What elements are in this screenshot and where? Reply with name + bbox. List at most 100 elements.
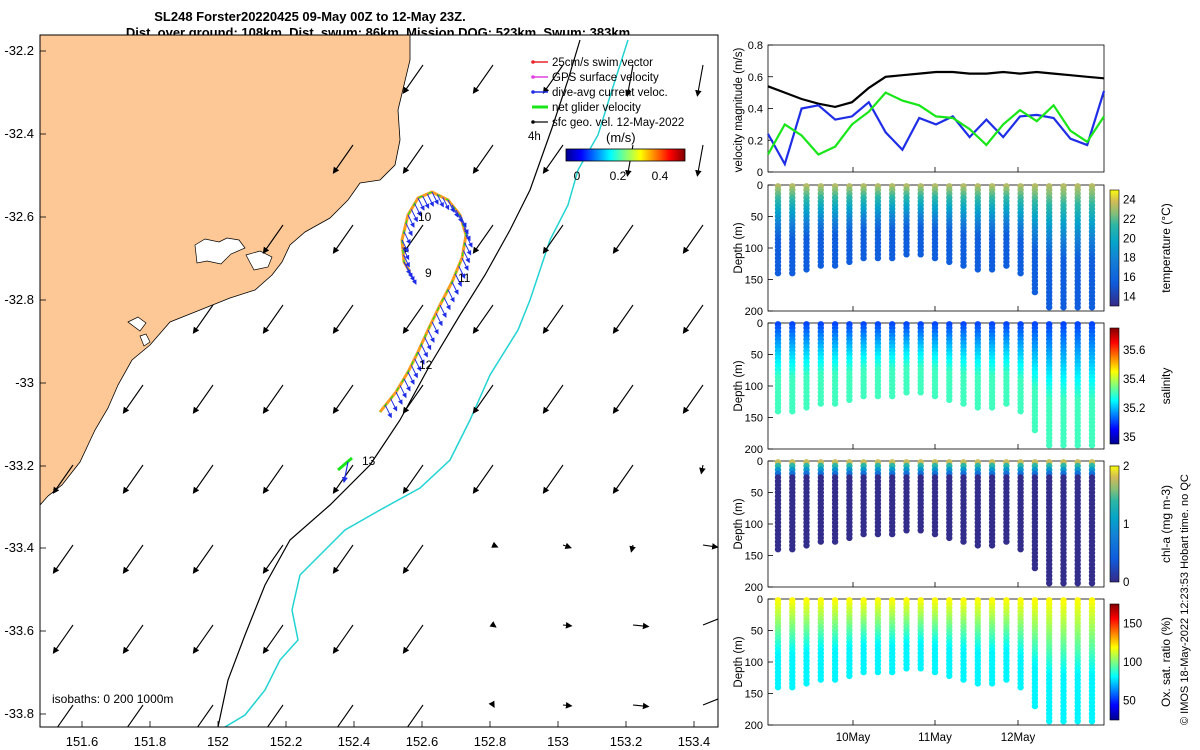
map-x-tick-label: 152.2 [270, 734, 303, 749]
dive-avg-vector [403, 231, 411, 245]
profile-point [974, 680, 981, 687]
dive-avg-vector [420, 344, 428, 358]
geo-velocity-arrow [612, 304, 634, 334]
profile-point [960, 676, 967, 683]
velocity-y-tick-label: 0.2 [748, 135, 763, 147]
geo-velocity-arrow [402, 64, 424, 94]
profile-point [960, 538, 967, 545]
geo-velocity-arrow [192, 304, 214, 334]
geo-velocity-arrow [402, 464, 424, 494]
legend-sfc-geo: sfc geo. vel. 12-May-2022 [552, 117, 684, 129]
geo-velocity-arrow [491, 541, 499, 548]
profile-point [1060, 580, 1067, 587]
geo-velocity-arrow [402, 704, 424, 727]
velocity-series-3 [767, 91, 1105, 156]
dive-avg-vector [407, 371, 415, 385]
profile-point [1003, 400, 1010, 407]
geo-velocity-arrow [52, 624, 74, 654]
dive-avg-vector [426, 193, 434, 207]
profile-point [1017, 270, 1024, 277]
profile-point [1088, 442, 1096, 449]
geo-velocity-arrow [542, 464, 564, 494]
colorbar-tick-label: 2 [1123, 461, 1129, 473]
profile-point [1088, 304, 1096, 311]
profile-panel-1: 0 50 100 150 200 Depth (m) 24 22 20 18 16 14 tempera… [733, 180, 1173, 318]
profile-y-tick-label: 0 [757, 180, 763, 192]
legend-dive-avg: dive-avg current veloc. [552, 87, 668, 99]
colorbar-tick-2: 0.4 [652, 169, 669, 183]
profile-point [1088, 718, 1096, 725]
profile-y-tick-label: 150 [745, 413, 763, 425]
velocity-y-tick-label: 0.4 [748, 104, 763, 116]
profile-point [1074, 304, 1081, 311]
geo-velocity-arrow [332, 544, 354, 574]
geo-velocity-arrow [472, 304, 494, 334]
geo-velocity-arrow [262, 704, 284, 727]
geo-velocity-arrow [402, 544, 424, 574]
profile-point [903, 527, 910, 534]
lake-3 [127, 316, 147, 332]
profile-point [831, 262, 839, 269]
profile-point [874, 392, 882, 400]
dive-avg-vector [410, 365, 418, 379]
profile-point [960, 262, 967, 269]
legend-swim-vector: 25cm/s swim vector [552, 57, 653, 69]
profile-point [931, 668, 939, 676]
geo-velocity-arrow [542, 64, 564, 94]
land-area [40, 35, 411, 506]
dive-avg-vector [442, 197, 450, 211]
geo-velocity-arrow [542, 384, 564, 414]
dive-avg-vector [454, 273, 462, 287]
profile-panel-2: 0 50 100 150 200 Depth (m) 35.6 35.4 35.2 35 salin… [733, 318, 1173, 456]
profile-point [1017, 684, 1024, 691]
profile-point [889, 668, 896, 676]
velocity-y-tick-label: 0 [757, 167, 763, 179]
dive-avg-vector [384, 405, 392, 419]
profile-point [789, 546, 796, 553]
profile-point [874, 530, 882, 538]
dive-avg-vector [341, 461, 349, 484]
profile-point [946, 258, 953, 266]
geo-velocity-arrow [262, 304, 284, 334]
geo-velocity-arrow [122, 544, 144, 574]
geo-velocity-arrow [695, 64, 704, 97]
geo-velocity-arrow [122, 704, 144, 727]
day-label-11: 11 [458, 271, 471, 285]
geo-velocity-arrow [562, 702, 573, 709]
map-x-tick-label: 152.4 [338, 734, 371, 749]
profile-point [831, 538, 839, 545]
day-label-12: 12 [419, 358, 433, 372]
profile-point [817, 262, 824, 269]
map-x-tick-label: 152.6 [406, 734, 439, 749]
geo-velocity-arrow [702, 618, 718, 626]
colorbar-tick-label: 50 [1123, 696, 1136, 708]
colorbar-tick-label: 35.4 [1123, 374, 1146, 386]
profile-ylabel: Depth (m) [733, 498, 745, 549]
dive-avg-vector [417, 351, 425, 365]
profile-point [831, 400, 839, 407]
dive-avg-vector [461, 221, 469, 235]
map-panel: SL248 Forster20220425 09-May 00Z to 12-M… [4, 9, 719, 749]
dive-avg-vector [458, 265, 466, 279]
dive-avg-vector [435, 313, 443, 327]
geo-velocity-arrow [122, 464, 144, 494]
geo-velocity-arrow [402, 304, 424, 334]
profile-point [803, 266, 810, 273]
dive-avg-vector [390, 398, 398, 412]
velocity-y-tick-label: 0.8 [748, 40, 763, 52]
dive-avg-vector [436, 194, 444, 208]
profile-point [1046, 304, 1053, 311]
profile-y-tick-label: 100 [745, 519, 763, 531]
profile-point [774, 684, 782, 691]
profile-point [1003, 262, 1010, 269]
geo-velocity-arrow [632, 702, 650, 710]
profile-point [1031, 702, 1039, 710]
geo-velocity-arrow [262, 464, 284, 494]
profile-point [1074, 442, 1081, 449]
profile-y-tick-label: 150 [745, 689, 763, 701]
profile-point [817, 676, 824, 683]
geo-velocity-arrow [542, 304, 564, 334]
time-tick-label: 10May [836, 732, 871, 744]
geo-velocity-arrow [562, 622, 573, 629]
